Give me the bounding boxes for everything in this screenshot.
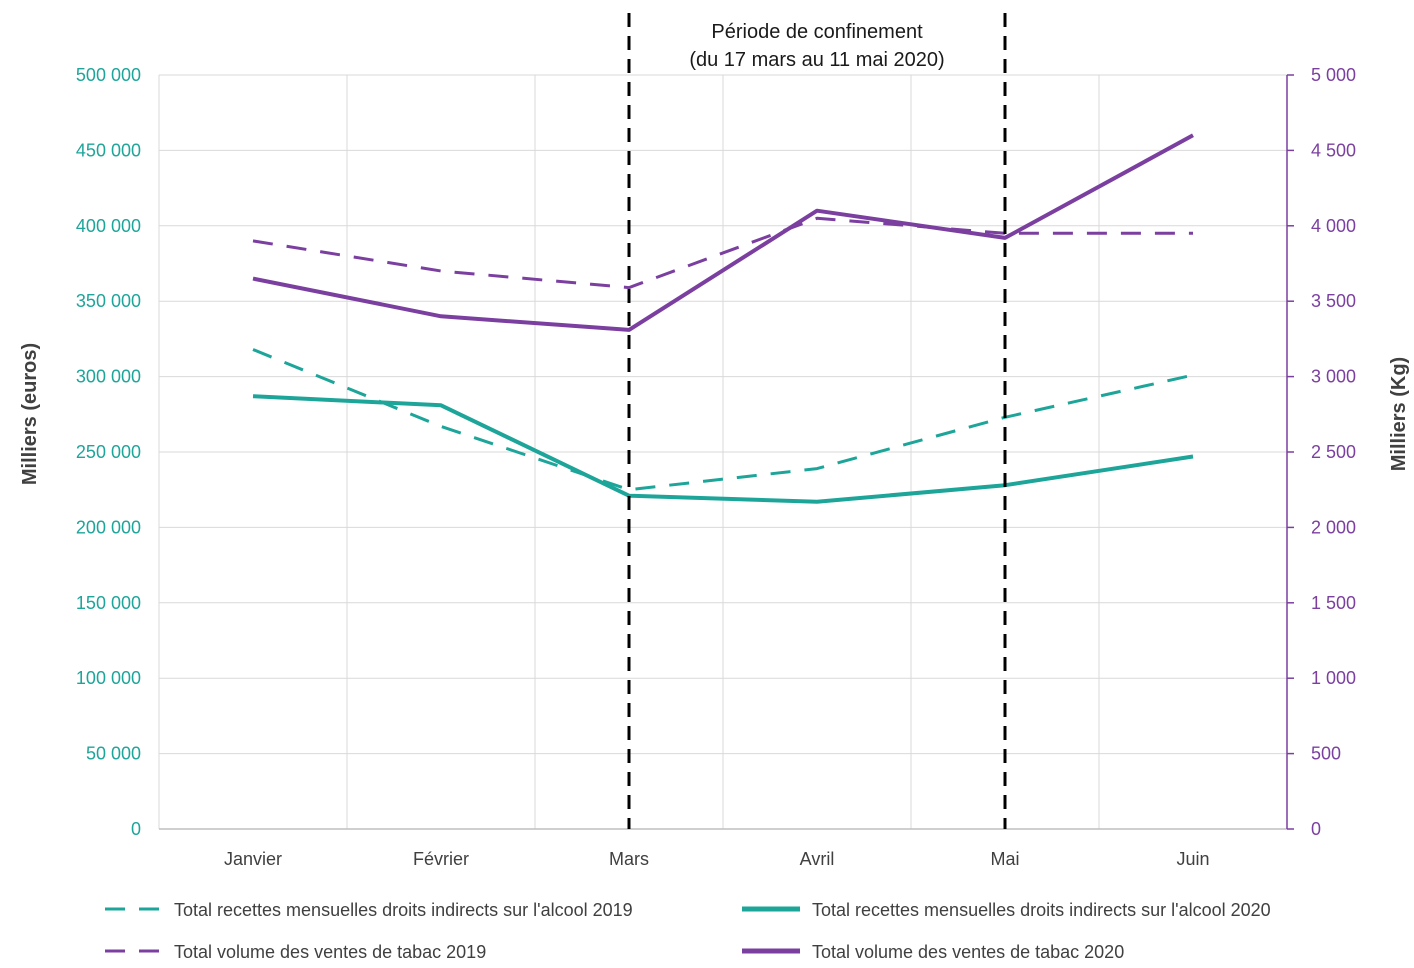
- left-tick-label: 500 000: [76, 65, 141, 85]
- right-tick-label: 2 500: [1311, 442, 1356, 462]
- left-tick-label: 350 000: [76, 291, 141, 311]
- right-tick-label: 1 000: [1311, 668, 1356, 688]
- right-tick-label: 4 500: [1311, 140, 1356, 160]
- left-tick-label: 300 000: [76, 367, 141, 387]
- annotation-text: (du 17 mars au 11 mai 2020): [689, 49, 944, 71]
- right-axis-title: Milliers (Kg): [1388, 357, 1410, 471]
- annotation-layer: Période de confinement (du 17 mars au 11 …: [629, 13, 1005, 829]
- left-tick-label: 150 000: [76, 593, 141, 613]
- grid-layer: [159, 75, 1287, 829]
- right-tick-label: 2 000: [1311, 517, 1356, 537]
- left-tick-label: 450 000: [76, 140, 141, 160]
- right-tick-label: 1 500: [1311, 593, 1356, 613]
- legend-label: Total volume des ventes de tabac 2019: [174, 942, 486, 962]
- left-tick-label: 100 000: [76, 668, 141, 688]
- annotation-text: Période de confinement: [711, 21, 923, 43]
- left-tick-label: 400 000: [76, 216, 141, 236]
- x-tick-label: Février: [413, 849, 469, 869]
- legend-label: Total recettes mensuelles droits indirec…: [812, 900, 1271, 920]
- right-tick-label: 500: [1311, 744, 1341, 764]
- left-tick-label: 0: [131, 819, 141, 839]
- x-tick-label: Mai: [990, 849, 1019, 869]
- right-tick-label: 5 000: [1311, 65, 1356, 85]
- right-tick-label: 3 000: [1311, 367, 1356, 387]
- x-tick-label: Janvier: [224, 849, 282, 869]
- left-tick-label: 50 000: [86, 744, 141, 764]
- left-tick-label: 250 000: [76, 442, 141, 462]
- right-tick-label: 0: [1311, 819, 1321, 839]
- legend-label: Total recettes mensuelles droits indirec…: [174, 900, 633, 920]
- legend-layer: Total recettes mensuelles droits indirec…: [105, 900, 1271, 962]
- x-tick-label: Mars: [609, 849, 649, 869]
- x-tick-label: Avril: [800, 849, 835, 869]
- legend-label: Total volume des ventes de tabac 2020: [812, 942, 1124, 962]
- left-tick-label: 200 000: [76, 517, 141, 537]
- right-tick-label: 4 000: [1311, 216, 1356, 236]
- axes-layer: 0 500 1 000 1 500 2 000 2 500 3 000 3 500 4 000 4…: [19, 65, 1410, 869]
- left-axis-title: Milliers (euros): [19, 343, 41, 485]
- right-tick-label: 3 500: [1311, 291, 1356, 311]
- x-tick-label: Juin: [1176, 849, 1209, 869]
